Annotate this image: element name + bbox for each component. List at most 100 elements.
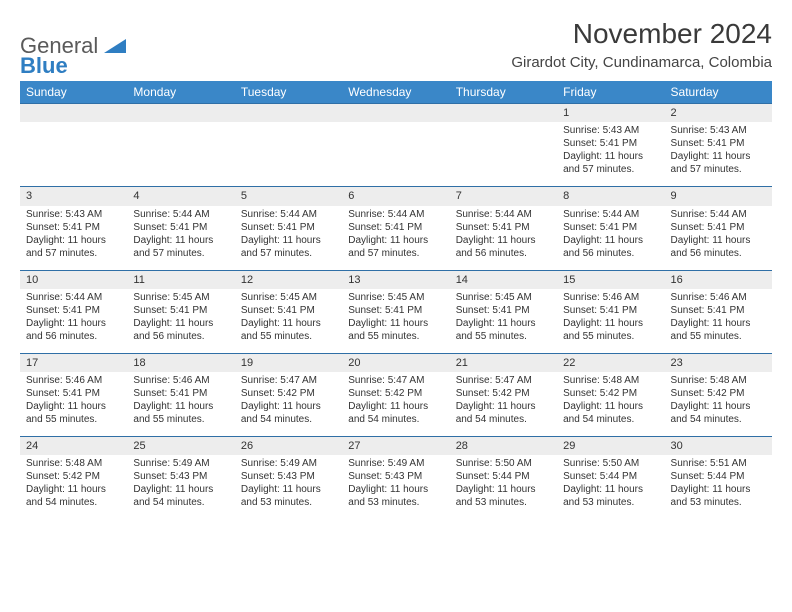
day-number: 27: [342, 437, 449, 455]
day-details: Sunrise: 5:43 AMSunset: 5:41 PMDaylight:…: [20, 206, 127, 270]
day-detail-line: Daylight: 11 hours and 56 minutes.: [456, 234, 551, 260]
day-detail-line: Sunrise: 5:45 AM: [241, 291, 336, 304]
day-number: 16: [665, 271, 772, 289]
day-detail-line: Daylight: 11 hours and 55 minutes.: [563, 317, 658, 343]
day-detail-line: Sunrise: 5:43 AM: [671, 124, 766, 137]
day-details: Sunrise: 5:47 AMSunset: 5:42 PMDaylight:…: [450, 372, 557, 436]
day-detail-line: Daylight: 11 hours and 55 minutes.: [348, 317, 443, 343]
day-details: Sunrise: 5:49 AMSunset: 5:43 PMDaylight:…: [235, 455, 342, 519]
day-number: 14: [450, 271, 557, 289]
day-cell: [20, 104, 127, 187]
day-cell: 16Sunrise: 5:46 AMSunset: 5:41 PMDayligh…: [665, 270, 772, 353]
day-cell: 1Sunrise: 5:43 AMSunset: 5:41 PMDaylight…: [557, 104, 664, 187]
day-number: 17: [20, 354, 127, 372]
weekday-header-row: Sunday Monday Tuesday Wednesday Thursday…: [20, 81, 772, 104]
day-cell: [127, 104, 234, 187]
day-number: 29: [557, 437, 664, 455]
day-cell: 6Sunrise: 5:44 AMSunset: 5:41 PMDaylight…: [342, 187, 449, 270]
week-row: 1 Sunrise: 5:43 AM Sunset: 5:41 PM Daylight…: [20, 104, 772, 187]
day-detail-line: Sunset: 5:43 PM: [241, 470, 336, 483]
day-detail-line: Sunset: 5:41 PM: [563, 137, 658, 150]
day-details: Sunrise: 5:48 AMSunset: 5:42 PMDaylight:…: [20, 455, 127, 519]
day-cell: 25Sunrise: 5:49 AMSunset: 5:43 PMDayligh…: [127, 437, 234, 520]
day-number: 23: [665, 354, 772, 372]
day-cell: 11Sunrise: 5:45 AMSunset: 5:41 PMDayligh…: [127, 270, 234, 353]
day-detail-line: Daylight: 11 hours and 56 minutes.: [133, 317, 228, 343]
day-cell: 18Sunrise: 5:46 AMSunset: 5:41 PMDayligh…: [127, 353, 234, 436]
day-detail-line: Sunset: 5:44 PM: [456, 470, 551, 483]
day-detail-line: Sunset: 5:44 PM: [671, 470, 766, 483]
day-detail-line: Daylight: 11 hours and 55 minutes.: [456, 317, 551, 343]
day-detail-line: Sunrise: 5:45 AM: [133, 291, 228, 304]
day-details: Sunrise: 5:45 AMSunset: 5:41 PMDaylight:…: [450, 289, 557, 353]
day-number: 12: [235, 271, 342, 289]
title-block: November 2024 Girardot City, Cundinamarc…: [511, 18, 772, 77]
day-details: Sunrise: 5:44 AMSunset: 5:41 PMDaylight:…: [342, 206, 449, 270]
day-number: 1: [557, 104, 664, 122]
day-detail-line: Sunrise: 5:50 AM: [456, 457, 551, 470]
day-detail-line: Sunset: 5:41 PM: [26, 304, 121, 317]
day-detail-line: Sunset: 5:42 PM: [456, 387, 551, 400]
day-detail-line: Sunrise: 5:49 AM: [133, 457, 228, 470]
day-detail-line: Sunset: 5:44 PM: [563, 470, 658, 483]
day-cell: 10Sunrise: 5:44 AMSunset: 5:41 PMDayligh…: [20, 270, 127, 353]
day-detail-line: Sunrise: 5:43 AM: [26, 208, 121, 221]
day-cell: [450, 104, 557, 187]
day-number: 24: [20, 437, 127, 455]
day-details: Sunrise: 5:45 AMSunset: 5:41 PMDaylight:…: [127, 289, 234, 353]
calendar-table: Sunday Monday Tuesday Wednesday Thursday…: [20, 81, 772, 519]
day-detail-line: Daylight: 11 hours and 54 minutes.: [348, 400, 443, 426]
day-details: [127, 122, 234, 186]
day-number: 9: [665, 187, 772, 205]
day-details: Sunrise: 5:51 AMSunset: 5:44 PMDaylight:…: [665, 455, 772, 519]
day-detail-line: Sunrise: 5:48 AM: [671, 374, 766, 387]
day-detail-line: Sunrise: 5:44 AM: [671, 208, 766, 221]
day-number: 25: [127, 437, 234, 455]
day-details: Sunrise: 5:50 AMSunset: 5:44 PMDaylight:…: [450, 455, 557, 519]
day-cell: 20Sunrise: 5:47 AMSunset: 5:42 PMDayligh…: [342, 353, 449, 436]
day-number: 4: [127, 187, 234, 205]
day-detail-line: Sunset: 5:41 PM: [671, 304, 766, 317]
day-cell: 26Sunrise: 5:49 AMSunset: 5:43 PMDayligh…: [235, 437, 342, 520]
day-details: Sunrise: 5:44 AMSunset: 5:41 PMDaylight:…: [557, 206, 664, 270]
day-detail-line: Sunrise: 5:48 AM: [563, 374, 658, 387]
day-cell: [342, 104, 449, 187]
day-number: 2: [665, 104, 772, 122]
day-detail-line: Sunrise: 5:44 AM: [563, 208, 658, 221]
day-detail-line: Sunrise: 5:44 AM: [241, 208, 336, 221]
day-detail-line: Sunrise: 5:47 AM: [241, 374, 336, 387]
day-detail-line: Sunset: 5:42 PM: [241, 387, 336, 400]
day-cell: 22Sunrise: 5:48 AMSunset: 5:42 PMDayligh…: [557, 353, 664, 436]
day-detail-line: Sunrise: 5:49 AM: [241, 457, 336, 470]
day-cell: 2Sunrise: 5:43 AMSunset: 5:41 PMDaylight…: [665, 104, 772, 187]
day-detail-line: Sunset: 5:41 PM: [26, 221, 121, 234]
day-detail-line: Sunrise: 5:44 AM: [348, 208, 443, 221]
day-detail-line: Sunrise: 5:51 AM: [671, 457, 766, 470]
day-number: 22: [557, 354, 664, 372]
day-details: Sunrise: 5:47 AMSunset: 5:42 PMDaylight:…: [235, 372, 342, 436]
day-detail-line: Sunset: 5:41 PM: [563, 221, 658, 234]
day-detail-line: Daylight: 11 hours and 57 minutes.: [671, 150, 766, 176]
day-detail-line: Daylight: 11 hours and 55 minutes.: [241, 317, 336, 343]
weekday-header: Saturday: [665, 81, 772, 104]
weekday-header: Wednesday: [342, 81, 449, 104]
weekday-header: Friday: [557, 81, 664, 104]
day-detail-line: Sunrise: 5:46 AM: [563, 291, 658, 304]
day-details: Sunrise: 5:47 AMSunset: 5:42 PMDaylight:…: [342, 372, 449, 436]
day-detail-line: Daylight: 11 hours and 57 minutes.: [133, 234, 228, 260]
day-detail-line: Daylight: 11 hours and 57 minutes.: [348, 234, 443, 260]
week-row: 3Sunrise: 5:43 AMSunset: 5:41 PMDaylight…: [20, 187, 772, 270]
day-detail-line: Daylight: 11 hours and 56 minutes.: [671, 234, 766, 260]
day-cell: 29Sunrise: 5:50 AMSunset: 5:44 PMDayligh…: [557, 437, 664, 520]
day-detail-line: Sunset: 5:41 PM: [133, 221, 228, 234]
month-title: November 2024: [511, 18, 772, 50]
day-cell: 30Sunrise: 5:51 AMSunset: 5:44 PMDayligh…: [665, 437, 772, 520]
day-number: 18: [127, 354, 234, 372]
day-cell: 15Sunrise: 5:46 AMSunset: 5:41 PMDayligh…: [557, 270, 664, 353]
day-details: Sunrise: 5:45 AMSunset: 5:41 PMDaylight:…: [235, 289, 342, 353]
day-detail-line: Daylight: 11 hours and 56 minutes.: [563, 234, 658, 260]
calendar-body: 1Sunrise: 5:43 AMSunset: 5:41 PMDaylight…: [20, 104, 772, 520]
brand-line2: Blue: [20, 55, 126, 77]
day-cell: 12Sunrise: 5:45 AMSunset: 5:41 PMDayligh…: [235, 270, 342, 353]
brand-triangle-icon: [104, 35, 126, 57]
